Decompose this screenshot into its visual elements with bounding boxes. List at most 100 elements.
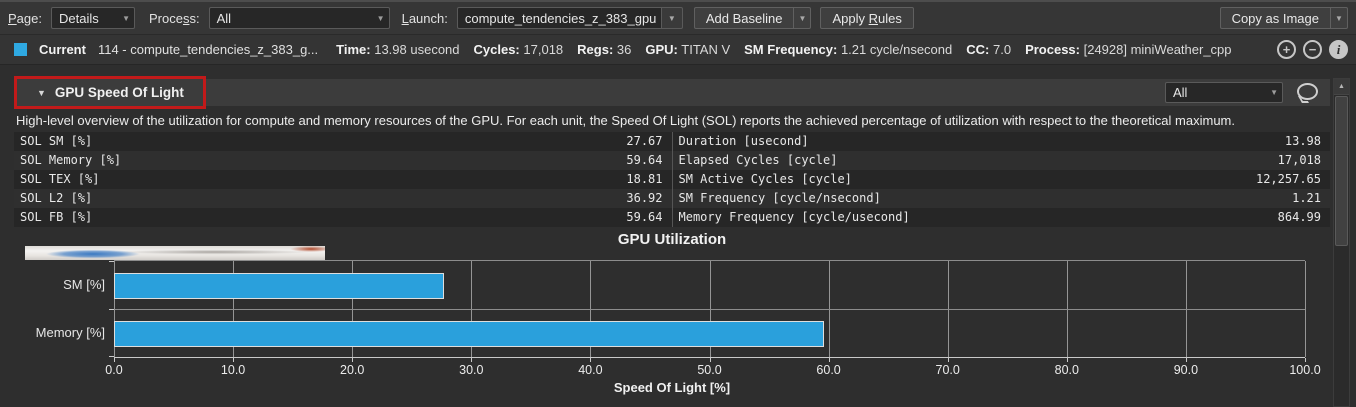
stat-value: 36 xyxy=(616,42,632,57)
metric-name: SOL L2 [%] xyxy=(20,191,93,205)
x-tick-label: 20.0 xyxy=(340,363,365,377)
stat-label: Cycles: xyxy=(473,42,520,57)
stat-item: CC: 7.0 xyxy=(966,42,1011,57)
metric-name: SM Active Cycles [cycle] xyxy=(678,172,852,186)
add-baseline-split-button: Add Baseline ▼ xyxy=(693,7,812,29)
y-axis-category-label: SM [%] xyxy=(63,276,105,292)
table-half-right: Memory Frequency [cycle/usecond] 864.99 xyxy=(671,208,1331,227)
table-half-left: SOL SM [%] 27.67 xyxy=(14,132,672,151)
metric-name: SM Frequency [cycle/nsecond] xyxy=(678,191,881,205)
chevron-down-icon[interactable]: ▼ xyxy=(793,7,812,29)
metric-value: 864.99 xyxy=(1277,210,1321,224)
page-dropdown[interactable]: Details ▼ xyxy=(50,7,135,29)
current-kernel-name: 114 - compute_tendencies_z_383_g... xyxy=(97,42,319,57)
launch-dropdown[interactable]: compute_tendencies_z_383_gpu ▼ xyxy=(456,7,683,29)
x-tick-label: 10.0 xyxy=(220,363,246,377)
x-tick-label: 60.0 xyxy=(816,363,841,377)
section-collapse-caret-icon[interactable]: ▼ xyxy=(37,87,46,98)
x-tick-mark xyxy=(114,358,115,362)
zoom-in-circle-icon[interactable]: + xyxy=(1277,40,1296,59)
table-row: SOL SM [%] 27.67 Duration [usecond] 13.98 xyxy=(14,132,1330,151)
copy-as-image-split-button: Copy as Image ▼ xyxy=(1219,7,1348,29)
process-dropdown-value: All xyxy=(216,10,232,26)
comment-icon[interactable] xyxy=(1297,82,1318,100)
x-axis-title: Speed Of Light [%] xyxy=(613,380,731,395)
stat-item: Time: 13.98 usecond xyxy=(336,42,459,57)
table-half-left: SOL L2 [%] 36.92 xyxy=(14,189,672,208)
x-tick-label: 100.0 xyxy=(1289,363,1321,377)
launch-label: Launch: xyxy=(401,10,448,26)
stat-item: Cycles: 17,018 xyxy=(474,42,564,57)
chevron-down-icon[interactable]: ▼ xyxy=(1330,7,1348,29)
metric-value: 59.64 xyxy=(626,153,663,167)
baseline-icon-group: + − i xyxy=(1277,40,1348,59)
scrollbar-thumb[interactable] xyxy=(1335,96,1348,246)
x-tick-mark xyxy=(590,358,592,362)
table-row: SOL Memory [%] 59.64 Elapsed Cycles [cycle… xyxy=(14,151,1330,170)
window-top-edge xyxy=(0,0,1356,2)
metric-value: 17,018 xyxy=(1277,153,1321,167)
section-title: GPU Speed Of Light xyxy=(54,85,184,100)
stat-value: 17,018 xyxy=(523,42,564,57)
section-filter-dropdown[interactable]: All ▼ xyxy=(1165,82,1283,103)
stat-value: 1.21 cycle/nsecond xyxy=(840,42,953,57)
apply-rules-button[interactable]: Apply Rules xyxy=(820,7,914,29)
copy-as-image-button[interactable]: Copy as Image xyxy=(1219,7,1330,29)
metric-value: 36.92 xyxy=(626,191,663,205)
band-separator-line xyxy=(114,309,1305,310)
x-tick-label: 70.0 xyxy=(935,363,960,377)
x-tick-mark xyxy=(233,358,235,362)
x-tick-mark xyxy=(1185,358,1187,362)
add-baseline-button[interactable]: Add Baseline xyxy=(693,7,794,29)
current-color-swatch xyxy=(14,43,27,56)
page-label: Page: xyxy=(8,10,42,26)
stat-label: CC: xyxy=(966,42,990,57)
zoom-out-circle-icon[interactable]: − xyxy=(1303,40,1322,59)
vertical-scrollbar[interactable]: ▲ xyxy=(1333,78,1350,407)
x-tick-label: 0.0 xyxy=(105,363,123,377)
stat-value: [24928] miniWeather_cpp xyxy=(1083,42,1232,57)
utilization-bar xyxy=(114,321,825,347)
kernel-stats: Time: 13.98 usecond Cycles: 17,018 Regs: 3… xyxy=(336,42,1231,57)
process-dropdown[interactable]: All ▼ xyxy=(208,7,390,29)
launch-dropdown-value: compute_tendencies_z_383_gpu xyxy=(464,10,657,26)
toolbar: Page: Details ▼ Process: All ▼ Launch: c… xyxy=(0,2,1356,35)
stat-label: Time: xyxy=(336,42,371,57)
page-dropdown-value: Details xyxy=(58,10,99,26)
x-tick-label: 90.0 xyxy=(1173,363,1199,377)
utilization-bar xyxy=(114,273,444,299)
stat-item: SM Frequency: 1.21 cycle/nsecond xyxy=(744,42,952,57)
x-tick-label: 30.0 xyxy=(459,363,484,377)
metric-name: Elapsed Cycles [cycle] xyxy=(678,153,838,167)
chevron-down-icon: ▼ xyxy=(376,13,385,23)
stat-label: Process: xyxy=(1025,42,1080,57)
x-tick-mark xyxy=(947,358,949,362)
gpu-sol-section-header[interactable]: ▼ GPU Speed Of Light All ▼ xyxy=(14,76,1330,109)
y-axis-labels: SM [%] Memory [%] xyxy=(14,260,114,358)
scrollbar-up-arrow-icon[interactable]: ▲ xyxy=(1334,79,1349,95)
table-row: SOL FB [%] 59.64 Memory Frequency [cycle/u… xyxy=(14,208,1330,227)
metric-value: 27.67 xyxy=(626,134,663,148)
stat-item: Regs: 36 xyxy=(577,42,631,57)
chevron-down-icon[interactable]: ▼ xyxy=(660,7,683,29)
gridline xyxy=(1305,261,1306,357)
y-axis-category-label: Memory [%] xyxy=(35,324,105,340)
y-tick-mark xyxy=(109,261,114,262)
section-filter-value: All xyxy=(1173,85,1188,100)
metric-name: SOL FB [%] xyxy=(20,210,93,224)
chevron-down-icon: ▼ xyxy=(1270,88,1278,97)
info-icon[interactable]: i xyxy=(1329,40,1348,59)
table-half-right: SM Active Cycles [cycle] 12,257.65 xyxy=(671,170,1331,189)
metric-name: SOL Memory [%] xyxy=(20,153,122,167)
report-content: ▼ GPU Speed Of Light All ▼ High-level ov… xyxy=(0,65,1356,395)
launch-dropdown-value-box[interactable]: compute_tendencies_z_383_gpu xyxy=(456,7,661,29)
x-tick-mark xyxy=(471,358,473,362)
metric-value: 13.98 xyxy=(1284,134,1321,148)
x-tick-label: 40.0 xyxy=(578,363,603,377)
x-tick-mark xyxy=(709,358,711,362)
stat-value: 7.0 xyxy=(992,42,1012,57)
stat-label: Regs: xyxy=(577,42,614,57)
metric-name: Duration [usecond] xyxy=(678,134,809,148)
table-half-left: SOL FB [%] 59.64 xyxy=(14,208,672,227)
x-tick-mark xyxy=(828,358,830,362)
